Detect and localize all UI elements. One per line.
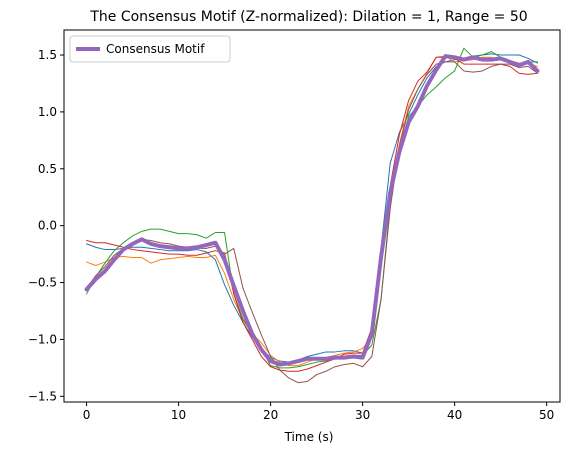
- y-tick-label: 0.5: [38, 162, 57, 176]
- x-axis-title: Time (s): [284, 430, 334, 444]
- x-tick-label: 40: [447, 408, 462, 422]
- chart-title: The Consensus Motif (Z-normalized): Dila…: [89, 9, 527, 25]
- plot-area: [84, 47, 540, 384]
- y-tick-label: −1.0: [28, 332, 57, 346]
- y-tick-label: 1.0: [38, 105, 57, 119]
- x-tick-label: 0: [83, 408, 91, 422]
- axes-frame: [63, 29, 561, 403]
- series-line-consensus-motif: [84, 54, 540, 367]
- series-line-5: [86, 61, 538, 384]
- y-tick-label: 1.5: [38, 48, 57, 62]
- legend-box: [69, 35, 231, 63]
- legend-label: Consensus Motif: [106, 42, 205, 56]
- x-axis: 0 10 20 30 40 50: [83, 402, 554, 422]
- y-axis: −1.5 −1.0 −0.5 0.0 0.5 1.0 1.5: [28, 48, 64, 403]
- x-tick-label: 10: [171, 408, 186, 422]
- legend: Consensus Motif: [69, 35, 231, 63]
- y-tick-label: −1.5: [28, 389, 57, 403]
- series-line-3: [86, 47, 538, 369]
- x-tick-label: 50: [539, 408, 554, 422]
- x-tick-label: 30: [355, 408, 370, 422]
- y-tick-label: 0.0: [38, 219, 57, 233]
- x-tick-label: 20: [263, 408, 278, 422]
- y-tick-label: −0.5: [28, 276, 57, 290]
- series-line-4: [86, 56, 538, 372]
